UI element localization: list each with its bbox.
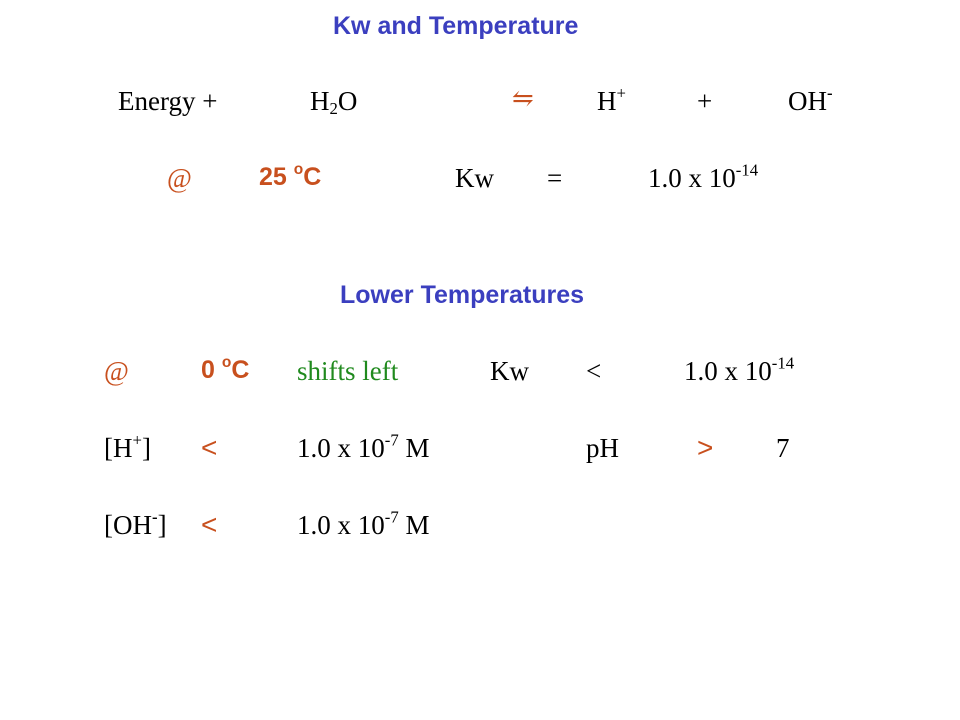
- ph-value: 7: [776, 433, 790, 463]
- plus-sign: +: [697, 86, 713, 116]
- ph-label: pH: [586, 433, 619, 463]
- kw-label: Kw: [455, 163, 494, 193]
- lower-temperature: 0 oC: [201, 354, 250, 384]
- slide-title: Kw and Temperature: [333, 12, 579, 40]
- hydroxide-ion-term: OH-: [788, 83, 833, 116]
- hydroxide-concentration-label: [OH-]: [104, 507, 167, 540]
- standard-temperature: 25 oC: [259, 161, 322, 191]
- at-symbol: @: [104, 356, 129, 386]
- hydrogen-concentration-label: [H+]: [104, 430, 151, 463]
- at-symbol: @: [167, 163, 192, 193]
- hydrogen-ion-term: H+: [597, 83, 626, 116]
- kw-label: Kw: [490, 356, 529, 386]
- greater-than-sign: >: [697, 432, 714, 463]
- equals-sign: =: [547, 163, 563, 193]
- lower-temperatures-heading: Lower Temperatures: [340, 281, 585, 309]
- shift-direction: shifts left: [297, 356, 399, 386]
- less-than-sign: <: [201, 509, 218, 540]
- equilibrium-arrow-icon: ⇋: [512, 84, 534, 113]
- kw-value: 1.0 x 10-14: [684, 353, 795, 386]
- less-than-sign: <: [586, 356, 602, 386]
- hydroxide-concentration-value: 1.0 x 10-7 M: [297, 507, 430, 540]
- kw-value: 1.0 x 10-14: [648, 160, 759, 193]
- hydrogen-concentration-value: 1.0 x 10-7 M: [297, 430, 430, 463]
- energy-term: Energy +: [118, 86, 218, 116]
- less-than-sign: <: [201, 432, 218, 463]
- water-term: H2O: [310, 86, 358, 119]
